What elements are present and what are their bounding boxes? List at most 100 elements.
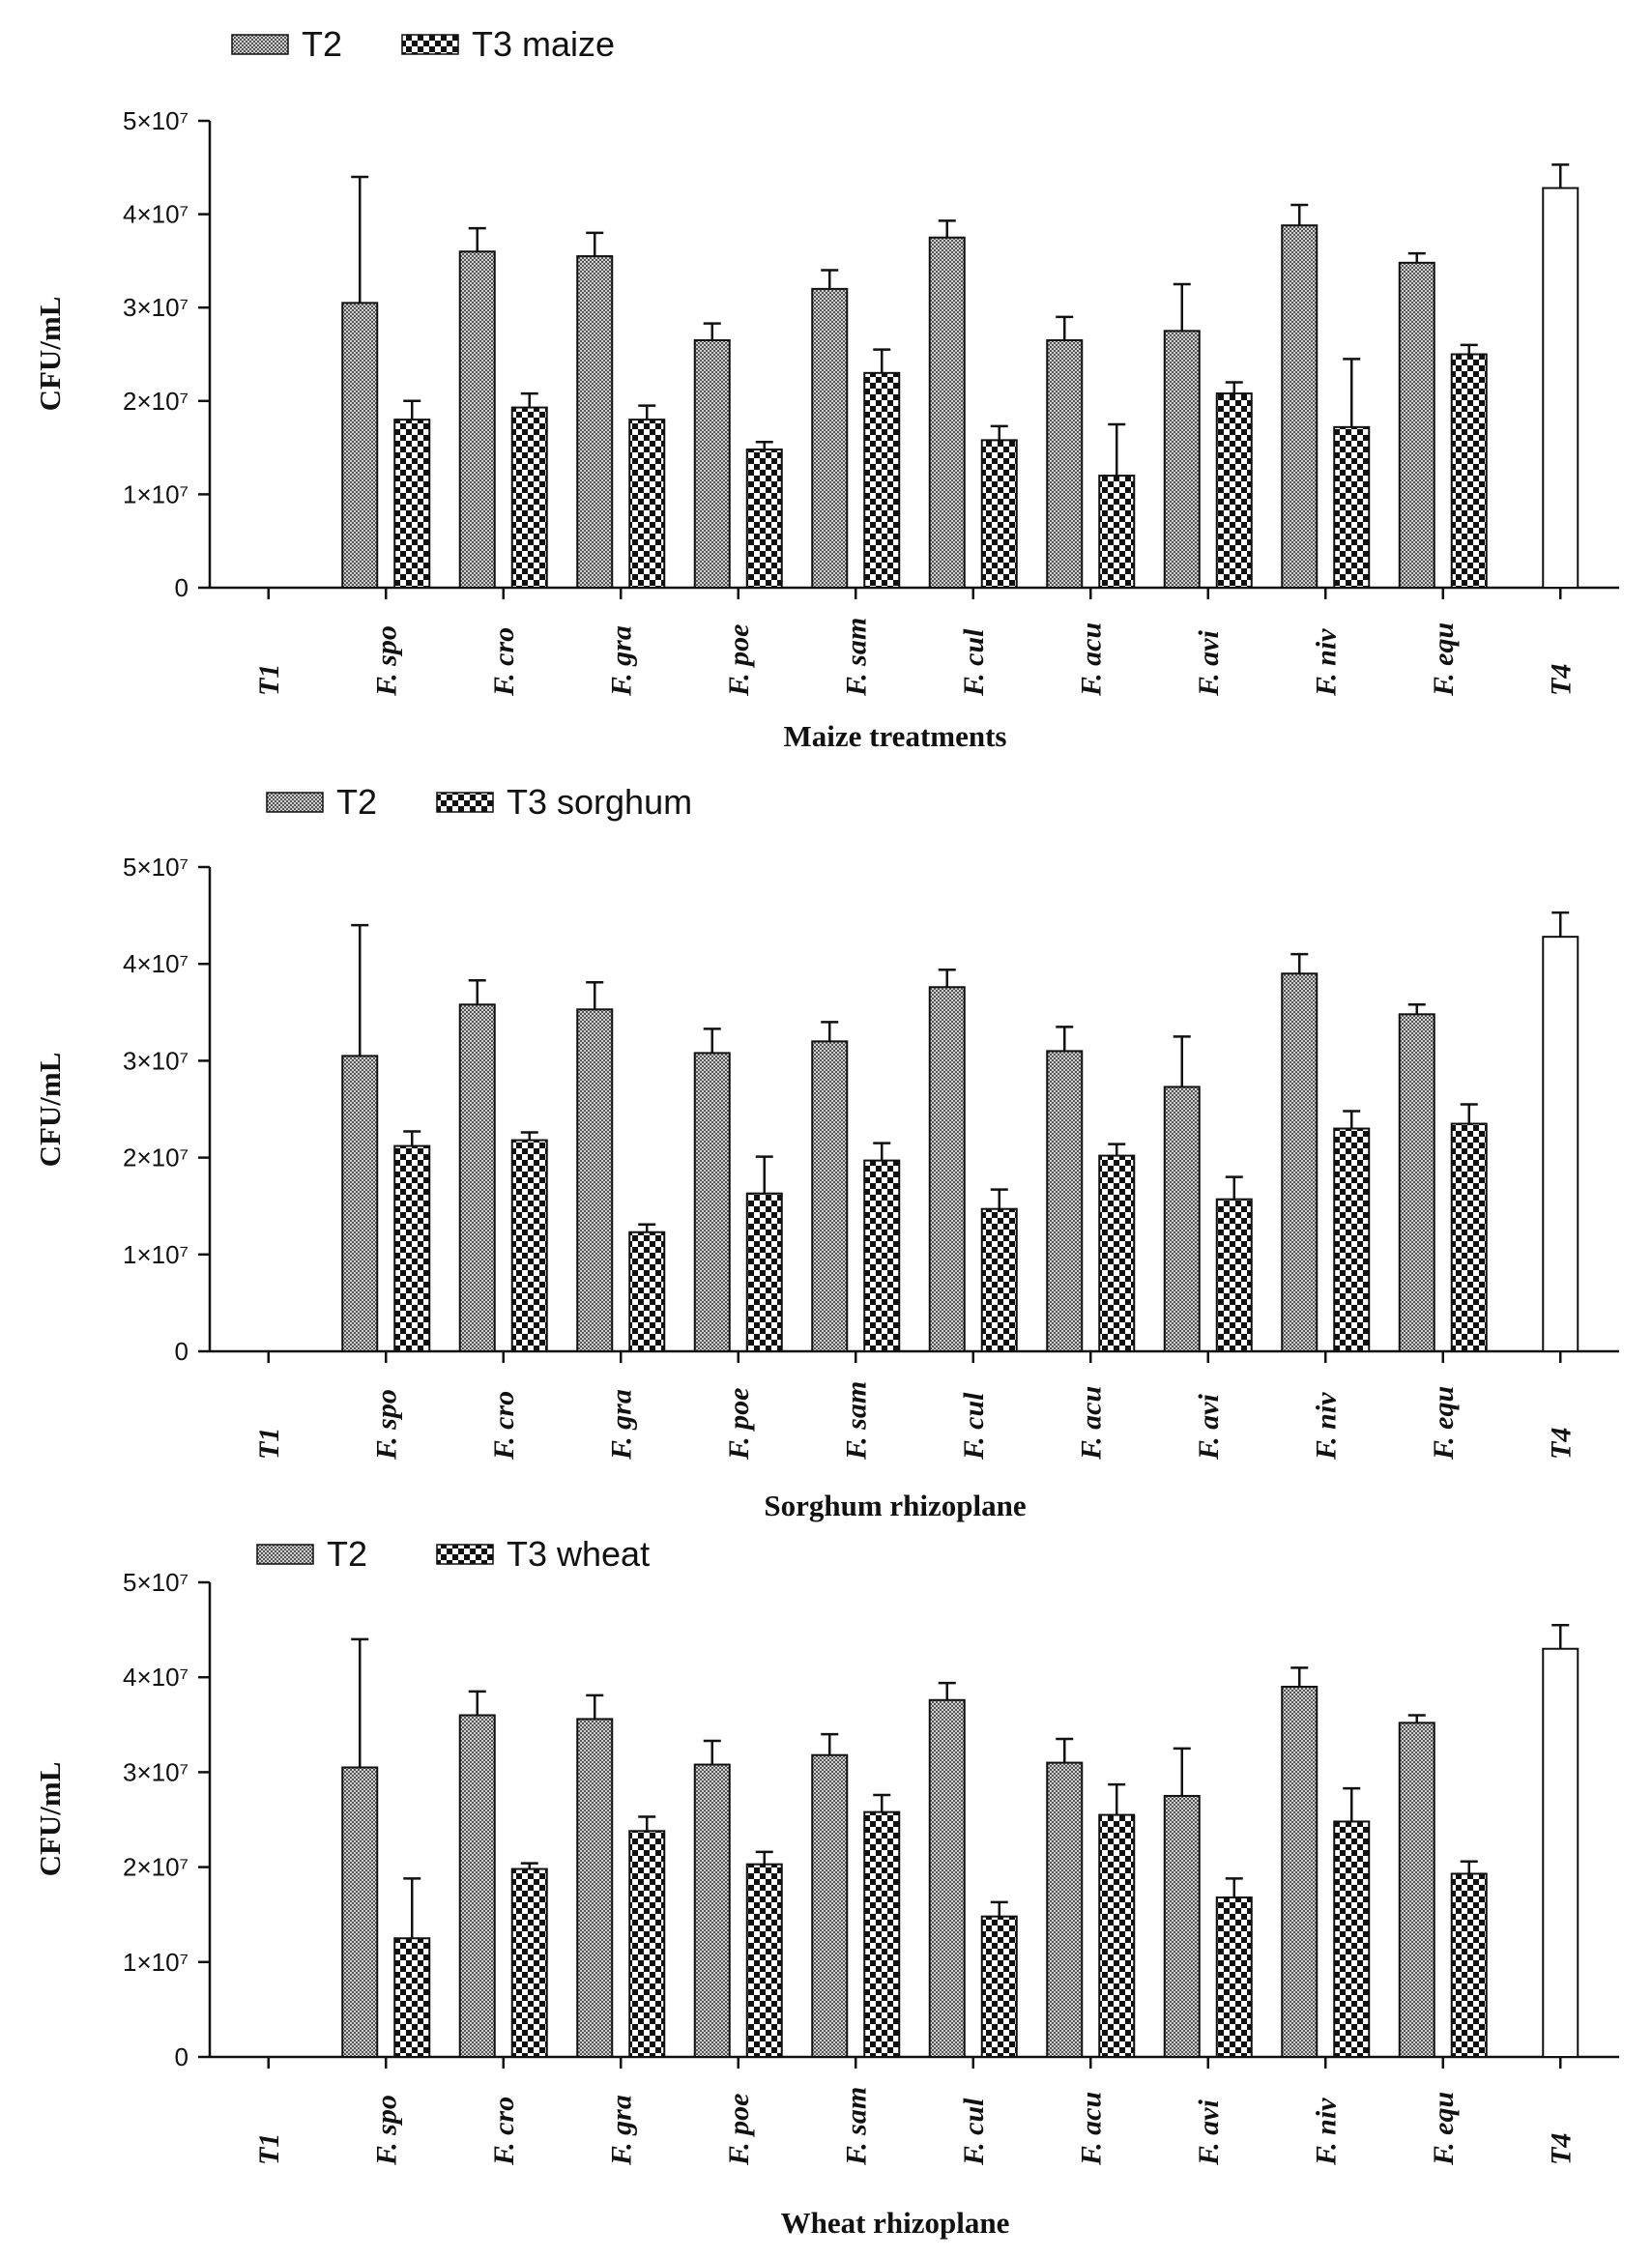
chart-panel-2: T2 T3 sorghum 0 1×10⁷ 2×10⁷ 3×10⁷ 4×10⁷ 5×10⁷ CF…	[33, 782, 1619, 1522]
bar-t2-f-gra	[576, 1718, 614, 2058]
legend-label-t2: T2	[302, 24, 342, 64]
bar-t4-t4	[1542, 1647, 1580, 2058]
x-tick-label: F. sam	[840, 618, 872, 697]
bar-t2-f-acu	[1046, 1050, 1084, 1352]
bar-t3-f-sam	[863, 1159, 901, 1352]
y-tick-label: 4×10⁷	[123, 949, 188, 978]
y-tick-label: 3×10⁷	[123, 1046, 188, 1075]
bar-t2-f-avi	[1163, 330, 1201, 589]
bar-t2-f-niv	[1281, 1686, 1319, 2059]
x-tick-label: F. sam	[840, 1381, 872, 1461]
bar-t3-f-acu	[1098, 1154, 1136, 1352]
x-tick-label: T1	[253, 2133, 285, 2165]
x-tick-label: F. equ	[1428, 622, 1460, 697]
legend-swatch-t2	[256, 1544, 314, 1565]
bar-t2-f-equ	[1398, 1722, 1435, 2059]
bar-t3-f-avi	[1215, 1198, 1253, 1353]
legend: T2 T3 wheat	[256, 1534, 650, 1574]
bar-t3-f-cul	[980, 1915, 1018, 2058]
x-tick-label: F. cro	[488, 2097, 520, 2166]
x-tick-label: F. niv	[1310, 628, 1342, 697]
y-tick-label: 3×10⁷	[123, 1757, 188, 1786]
legend-swatch-t3	[401, 34, 459, 55]
x-tick-label: F. cul	[958, 628, 990, 697]
x-tick-label: F. acu	[1075, 2092, 1107, 2166]
bar-t2-f-gra	[576, 1008, 614, 1352]
legend-swatch-t3	[436, 792, 494, 813]
x-tick-label: F. cul	[958, 2098, 990, 2166]
x-tick-label: F. sam	[840, 2087, 872, 2166]
bar-t3-f-cul	[980, 1207, 1018, 1353]
bar-t2-f-sam	[811, 287, 849, 589]
legend: T2 T3 maize	[231, 24, 615, 64]
y-tick-label: 0	[175, 1337, 188, 1366]
bar-t2-f-cul	[928, 1698, 966, 2058]
bar-t3-f-niv	[1333, 425, 1371, 589]
legend-label-t3: T3 sorghum	[507, 782, 692, 822]
bar-t2-f-acu	[1046, 339, 1084, 590]
bar-t3-f-cul	[980, 439, 1018, 590]
y-tick-label: 1×10⁷	[123, 1948, 188, 1977]
bar-t3-f-spo	[393, 419, 431, 589]
y-tick-label: 0	[175, 2042, 188, 2071]
y-tick-label: 5×10⁷	[123, 106, 188, 135]
legend-label-t2: T2	[336, 782, 377, 822]
x-tick-label: F. avi	[1193, 1394, 1225, 1461]
x-tick-label: F. poe	[723, 1388, 755, 1461]
bar-t2-f-poe	[693, 339, 731, 590]
y-tick-label: 3×10⁷	[123, 293, 188, 322]
y-tick-label: 2×10⁷	[123, 1143, 188, 1172]
x-tick-label: F. cro	[488, 627, 520, 697]
x-tick-label: F. gra	[605, 1389, 637, 1461]
legend-swatch-t2	[266, 792, 324, 813]
x-tick-label: F. acu	[1075, 622, 1107, 697]
x-tick-label: F. equ	[1428, 2092, 1460, 2166]
bar-t2-f-equ	[1398, 261, 1435, 589]
x-tick-label: F. avi	[1193, 630, 1225, 697]
bar-t3-f-poe	[745, 449, 783, 590]
y-tick-label: 2×10⁷	[123, 1853, 188, 1882]
bar-t2-f-equ	[1398, 1013, 1435, 1352]
x-tick-label: F. niv	[1310, 1392, 1342, 1461]
bar-t4-t4	[1542, 187, 1580, 589]
y-axis-title: CFU/mL	[33, 1053, 67, 1168]
bar-t3-f-cro	[510, 1139, 548, 1352]
bar-t2-f-niv	[1281, 224, 1319, 590]
x-tick-label: F. gra	[605, 2095, 637, 2166]
bar-t3-f-gra	[628, 1230, 666, 1353]
bar-t2-f-spo	[341, 1055, 379, 1352]
y-tick-label: 4×10⁷	[123, 1663, 188, 1692]
legend-label-t3: T3 wheat	[507, 1534, 650, 1574]
bar-t2-f-poe	[693, 1763, 731, 2058]
bar-t2-f-cul	[928, 236, 966, 589]
bar-t2-f-avi	[1163, 1086, 1201, 1352]
bar-t2-f-spo	[341, 302, 379, 589]
x-tick-label: F. spo	[370, 625, 402, 697]
legend-swatch-t2	[231, 34, 289, 55]
x-tick-label: F. poe	[723, 624, 755, 697]
y-axis-title: CFU/mL	[33, 297, 67, 412]
x-tick-label: F. acu	[1075, 1386, 1107, 1461]
x-tick-label: T4	[1545, 2133, 1577, 2165]
bar-t2-f-poe	[693, 1052, 731, 1353]
y-axis-title: CFU/mL	[33, 1762, 67, 1877]
bar-t3-f-sam	[863, 1810, 901, 2059]
bar-t3-f-equ	[1450, 1122, 1488, 1353]
x-tick-label: F. avi	[1193, 2099, 1225, 2166]
x-tick-label: F. niv	[1310, 2098, 1342, 2166]
bar-t2-f-cro	[458, 1714, 496, 2058]
chart-panel-3: T2 T3 wheat 0 1×10⁷ 2×10⁷ 3×10⁷ 4×10⁷ 5×10⁷ CFU/…	[33, 1534, 1619, 2240]
bar-t3-f-cro	[510, 1867, 548, 2058]
bar-t2-f-sam	[811, 1753, 849, 2058]
bar-t2-f-cro	[458, 250, 496, 589]
x-tick-label: F. equ	[1428, 1386, 1460, 1461]
legend-label-t3: T3 maize	[472, 24, 615, 64]
x-tick-label: T4	[1545, 664, 1577, 696]
bar-t2-f-cul	[928, 986, 966, 1352]
bar-t3-f-niv	[1333, 1127, 1371, 1353]
y-tick-label: 1×10⁷	[123, 479, 188, 508]
bar-t3-f-cro	[510, 406, 548, 590]
x-axis-title: Wheat rhizoplane	[781, 2206, 1010, 2240]
